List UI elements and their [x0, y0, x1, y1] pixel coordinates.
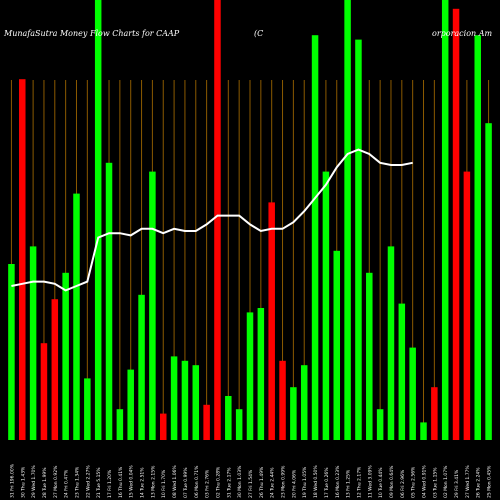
x-tick-label: 24 Tue 2.44% [270, 467, 276, 498]
x-tick-label: 06 Mon 0.71% [194, 465, 200, 498]
bar [257, 308, 265, 440]
bar [279, 360, 286, 440]
x-tick-label: 27 Wed 1.77% [465, 465, 471, 498]
bar [322, 171, 330, 440]
x-tick-label: 26 Thu 1.49% [259, 466, 265, 498]
x-tick-label: 23 Mon 0.99% [281, 465, 287, 498]
x-tick-label: 05 Thu 2.56% [411, 466, 417, 498]
bar [452, 8, 460, 441]
x-tick-label: 29 Wed 1.70% [31, 465, 37, 498]
x-tick-label: 11 Wed 3.09% [367, 465, 373, 498]
bar [441, 0, 449, 440]
bar [463, 171, 471, 440]
bar [51, 299, 59, 440]
x-tick-label: 17 Tue 0.26% [324, 467, 330, 498]
x-tick-label: 10 Fri 1.70% [161, 469, 167, 498]
x-tick-label: 20 Fri 4.06% [291, 469, 297, 498]
x-tick-label: 31 Tue 2.17% [226, 467, 232, 498]
x-tick-label: 19 Thu 1.05% [302, 466, 308, 498]
x-tick-label: 28 Tue 1.99% [42, 467, 48, 498]
bar [94, 0, 102, 440]
x-tick-label: 22 Wed 2.27% [85, 465, 91, 498]
bar [192, 365, 200, 440]
x-tick-label: 14 Tue 2.51% [140, 467, 146, 498]
bar [474, 35, 481, 440]
bar [214, 0, 221, 440]
x-tick-label: 12 Thu 2.17% [356, 466, 362, 498]
chart-title-right: orporacion Am [432, 29, 493, 38]
x-tick-label: 04 Wed 0.91% [422, 465, 428, 498]
x-tick-label: 17 Fri 1.20% [107, 469, 113, 498]
bar [62, 272, 69, 440]
bar [420, 422, 427, 440]
bar [431, 387, 438, 440]
bar [116, 409, 124, 440]
x-axis-labels: 31 Fri 196.00% 30 Thu 1.43% 29 Wed 1.70% 28… [9, 463, 492, 498]
money-flow-line [11, 148, 413, 292]
bar [409, 347, 416, 440]
bar [225, 396, 232, 440]
bar [105, 162, 113, 441]
bar [19, 79, 26, 440]
x-tick-label: 03 Fri 2.76% [205, 469, 211, 498]
bar [268, 202, 275, 440]
x-tick-label: 26 Tue 2.24% [476, 467, 482, 498]
x-tick-label: 13 Fri 1.25% [346, 469, 352, 498]
bar [311, 35, 319, 440]
x-tick-label: 24 Fri 0.47% [64, 469, 70, 498]
bar [376, 409, 384, 440]
bar [159, 413, 167, 440]
bar [138, 294, 145, 440]
x-tick-label: 16 Thu 0.41% [118, 466, 124, 498]
x-tick-label: 03 Tue 1.15% [432, 467, 438, 498]
x-tick-label: 21 Tue 5.15% [96, 467, 102, 498]
bar [40, 343, 48, 440]
bar [170, 356, 178, 440]
x-tick-label: 02 Thu 0.28% [215, 466, 221, 498]
x-tick-label: 30 Mon 1.03% [237, 465, 243, 498]
x-tick-label: 18 Wed 0.50% [313, 465, 319, 498]
bar [246, 312, 254, 440]
bar [181, 360, 189, 440]
bar [84, 378, 91, 440]
x-tick-label: 13 Mon 2.15% [150, 465, 156, 498]
chart-title-left: MunafaSutra Money Flow Charts for CAAP [3, 29, 180, 38]
x-tick-label: 31 Fri 196.00% [9, 463, 15, 498]
bars-group [8, 0, 492, 441]
x-tick-label: 29 Fri 3.41% [454, 469, 460, 498]
x-tick-label: 27 Fri 1.54% [248, 469, 254, 498]
x-tick-label: 10 Tue 0.44% [378, 467, 384, 498]
x-tick-label: 07 Tue 0.99% [183, 467, 189, 498]
chart-title-mid: (C [254, 29, 263, 38]
bar [8, 264, 15, 440]
x-tick-label: 25 Mon 0.45% [487, 465, 493, 498]
bar [387, 246, 395, 440]
x-tick-label: 06 Fri 2.96% [400, 469, 406, 498]
bar [290, 387, 297, 440]
x-tick-label: 27 Mon 0.92% [53, 465, 59, 498]
bar [300, 365, 308, 440]
bar [485, 123, 492, 440]
bar [398, 303, 406, 440]
bar [127, 369, 134, 440]
bar [73, 193, 80, 440]
bar [344, 0, 351, 440]
x-tick-label: 15 Wed 0.04% [129, 465, 135, 498]
x-tick-label: 02 Mon 1.07% [443, 465, 449, 498]
x-tick-label: 30 Thu 1.43% [20, 466, 26, 498]
bar [366, 272, 373, 440]
x-tick-label: 09 Mon 0.64% [389, 465, 395, 498]
bar [333, 250, 341, 440]
bar [29, 246, 37, 440]
x-tick-label: 16 Mon 0.23% [335, 465, 341, 498]
x-tick-label: 08 Wed 1.06% [172, 465, 178, 498]
bar [235, 409, 243, 440]
bar [355, 39, 362, 440]
x-tick-label: 23 Thu 1.34% [74, 466, 80, 498]
bar [149, 171, 156, 440]
bar [203, 404, 210, 440]
